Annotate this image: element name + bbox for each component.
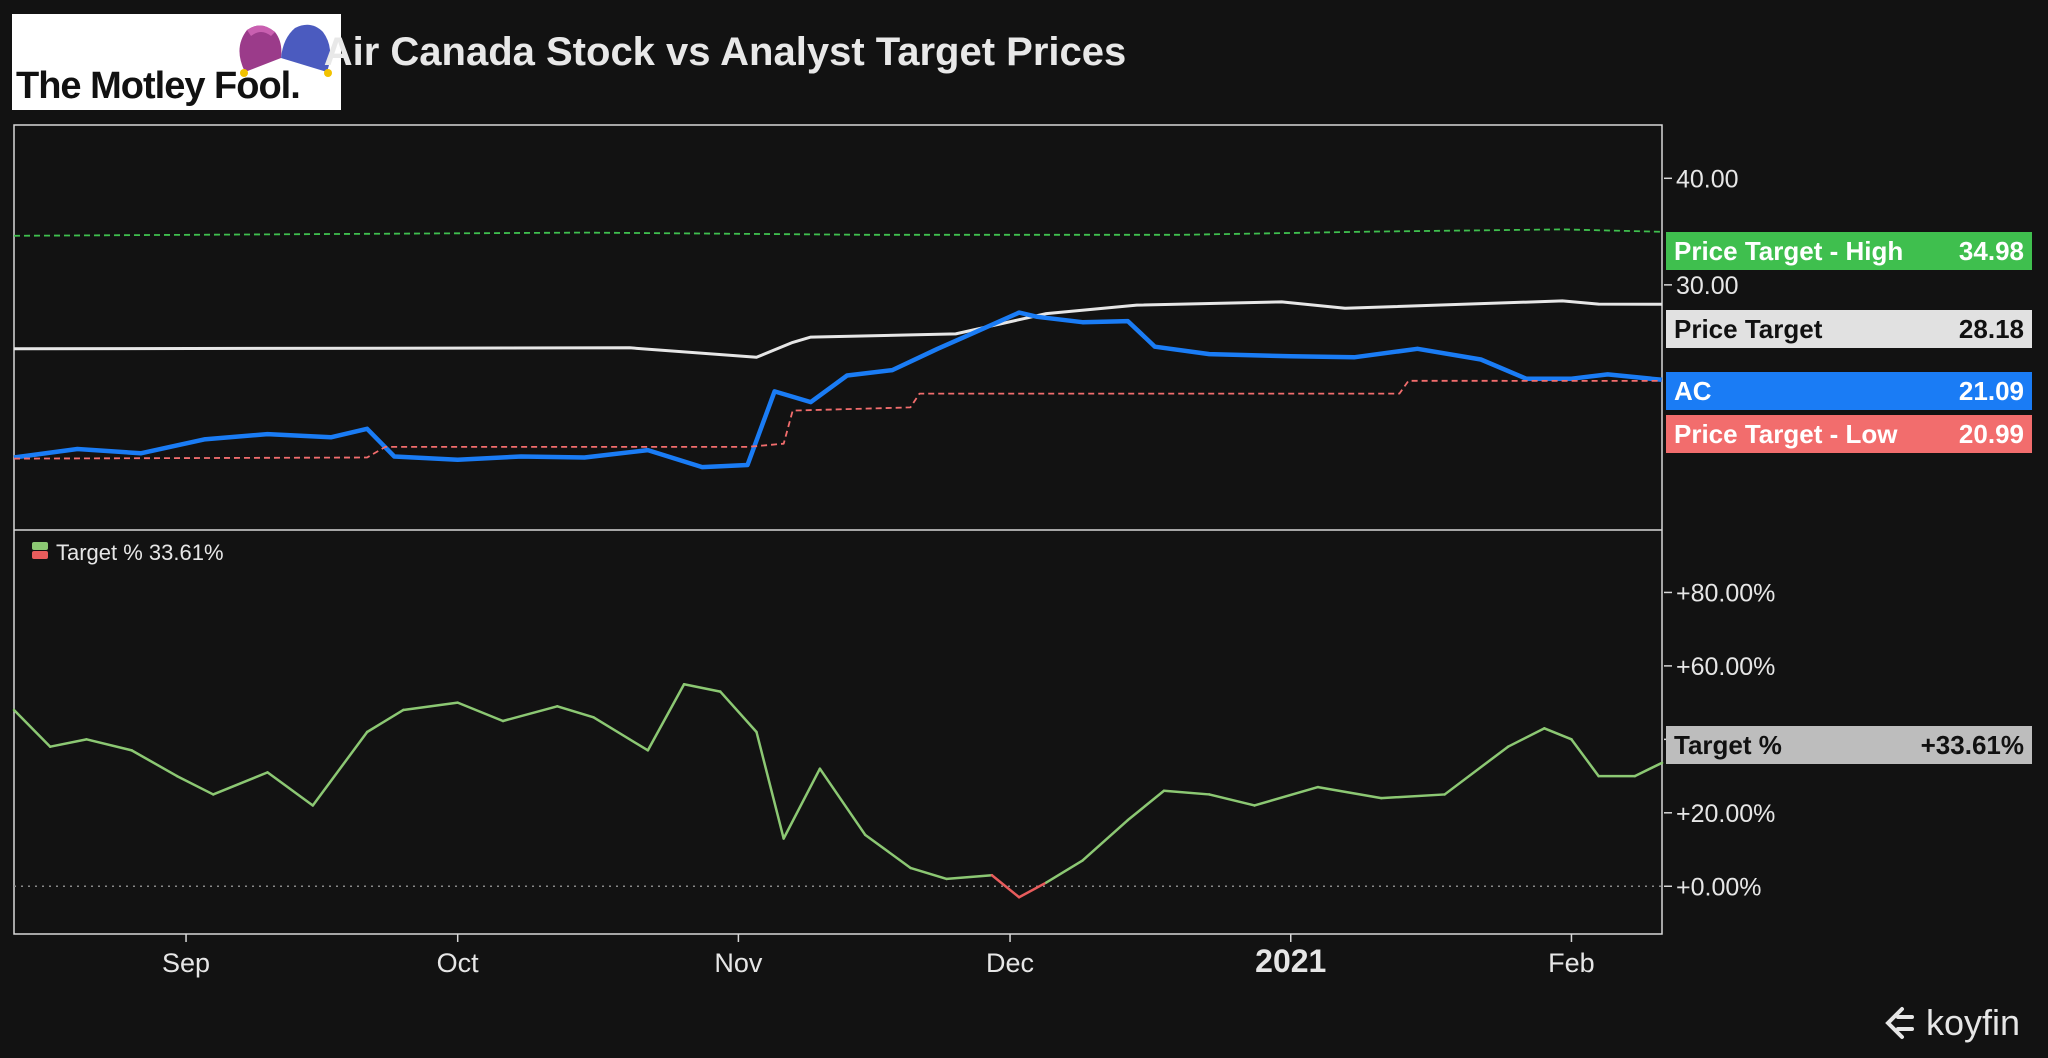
target-pct-segment — [1162, 789, 1211, 796]
value-tag-bg — [1666, 415, 2032, 453]
x-tick-label: Oct — [437, 948, 480, 978]
x-tick-label: Sep — [162, 948, 210, 978]
target-pct-segment — [990, 873, 1021, 899]
value-tag-name: AC — [1674, 376, 1712, 406]
target-pct-legend: Target % 33.61% — [32, 540, 224, 565]
series-line-ac — [13, 310, 1663, 470]
value-tag-value: 34.98 — [1959, 236, 2024, 266]
target-pct-segment — [266, 771, 315, 807]
target-pct-segment — [1633, 761, 1664, 778]
target-pct-segment — [945, 873, 994, 881]
legend-swatch-negative — [32, 551, 48, 559]
target-pct-segment — [365, 708, 405, 734]
target-pct-segment — [48, 738, 88, 748]
target-pct-segment — [755, 730, 785, 840]
value-tag: Price Target - Low 20.99 — [1666, 415, 2032, 453]
value-tag-value: 28.18 — [1959, 314, 2024, 344]
target-pct-segment — [1208, 793, 1256, 807]
target-pct-segment — [1443, 745, 1510, 796]
price-y-tick-label: 30.00 — [1676, 272, 1739, 300]
series-line-price-target-high — [13, 228, 1663, 237]
target-pct-segment — [1253, 785, 1320, 807]
value-tag: Price Target - High 34.98 — [1666, 232, 2032, 270]
price-y-tick-label: 40.00 — [1676, 165, 1739, 193]
value-tag-name: Price Target - Low — [1674, 419, 1898, 449]
pct-y-tick-label: +60.00% — [1676, 653, 1775, 681]
target-pct-segment — [1126, 789, 1166, 822]
target-pct-segment — [1017, 881, 1048, 899]
target-pct-segment — [909, 866, 948, 881]
value-tag-name: Price Target - High — [1674, 236, 1903, 266]
value-tag: Price Target 28.18 — [1666, 310, 2032, 348]
jester-hat-icon — [239, 24, 332, 77]
target-pct-segment — [456, 701, 505, 723]
pct-y-tick-label: +20.00% — [1676, 800, 1775, 828]
value-tag-name: Price Target — [1674, 314, 1823, 344]
target-pct-segment — [311, 730, 369, 807]
target-pct-segment — [175, 774, 215, 796]
pct-y-tick-label: +80.00% — [1676, 579, 1775, 607]
koyfin-text: koyfin — [1925, 1002, 2020, 1043]
value-tag-value: 20.99 — [1959, 419, 2024, 449]
x-tick-label: Dec — [986, 948, 1034, 978]
value-tag-bg — [1666, 232, 2032, 270]
value-tag-bg — [1666, 372, 2032, 410]
target-pct-segment — [1543, 727, 1573, 741]
series-line-price-target — [13, 299, 1663, 359]
value-tag: AC 21.09 — [1666, 372, 2032, 410]
target-pct-segment — [1081, 818, 1130, 862]
target-pct-segment — [863, 833, 912, 870]
logo-text: The Motley Fool. — [16, 65, 301, 107]
target-pct-segment — [592, 716, 650, 752]
target-pct-segment — [719, 690, 758, 734]
target-pct-segment — [1380, 793, 1446, 800]
value-tag-bg — [1666, 726, 2032, 764]
series-line-price-target-low — [13, 379, 1663, 460]
motley-fool-logo: The Motley Fool. — [12, 14, 341, 110]
pct-y-tick-label: +0.00% — [1676, 873, 1762, 901]
target-pct-segment — [1045, 859, 1084, 884]
target-pct-segment — [12, 708, 52, 748]
target-pct-segment — [1506, 727, 1546, 748]
target-pct-segment — [782, 767, 822, 840]
target-pct-segment — [556, 705, 595, 719]
target-pct-segment — [1570, 738, 1600, 778]
target-pct-segment — [818, 767, 867, 837]
value-tag-value: 21.09 — [1959, 376, 2024, 406]
x-tick-label: 2021 — [1255, 943, 1326, 979]
value-tag-bg — [1666, 310, 2032, 348]
value-tag: Target % +33.61% — [1666, 726, 2032, 764]
target-pct-segment — [130, 749, 179, 778]
target-pct-segment — [211, 771, 269, 796]
target-pct-segment — [402, 701, 459, 712]
value-tag-name: Target % — [1674, 730, 1782, 760]
target-pct-segment — [85, 738, 133, 752]
x-tick-label: Feb — [1548, 948, 1595, 978]
koyfin-logo-icon — [1885, 1007, 1914, 1039]
legend-swatch-positive — [32, 542, 48, 550]
legend-label: Target % 33.61% — [56, 540, 224, 565]
value-tag-value: +33.61% — [1921, 730, 2024, 760]
target-pct-segment — [501, 705, 559, 723]
koyfin-brand: koyfin — [1884, 1002, 2020, 1044]
target-pct-segment — [646, 683, 686, 752]
target-pct-segment — [1316, 785, 1383, 800]
chart-title: Air Canada Stock vs Analyst Target Price… — [323, 30, 1127, 74]
target-pct-segment — [682, 683, 722, 693]
x-tick-label: Nov — [714, 948, 763, 978]
